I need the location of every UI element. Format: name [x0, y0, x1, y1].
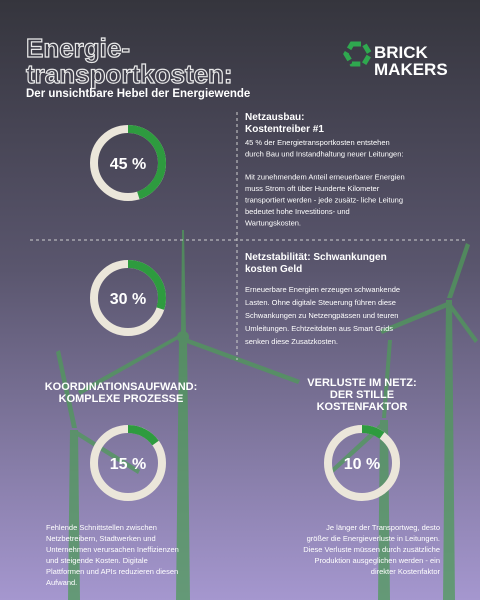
title: transportkosten: [26, 59, 233, 89]
body-text: Lasten. Ohne digitale Steuerung führen d… [245, 298, 396, 307]
body-text: muss Strom oft über Hunderte Kilometer [245, 184, 380, 193]
logo-icon [343, 41, 373, 67]
body-text: 45 % der Energietransportkosten entstehe… [245, 138, 390, 147]
body-text: Plattformen und APIs reduzieren diesen [46, 567, 178, 576]
body-text: Aufwand. [46, 578, 77, 587]
body-text: senken diese Zusatzkosten. [245, 337, 338, 346]
section-heading: DER STILLE [330, 389, 394, 401]
body-text: Diese Verluste müssen durch zusätzliche [303, 545, 440, 554]
body-text: Unternehmen verursachen Ineffizienzen [46, 545, 179, 554]
body-text: Erneuerbare Energien erzeugen schwankend… [245, 285, 400, 294]
donut-arc [324, 425, 400, 501]
donut-label: 10 % [344, 456, 380, 473]
logo-text: BRICK [374, 43, 429, 62]
body-text: und steigende Kosten. Digitale [46, 556, 148, 565]
subtitle: Der unsichtbare Hebel der Energiewende [26, 88, 250, 100]
section-heading: Netzstabilität: Schwankungen [245, 252, 387, 263]
body-text: größer die Energieverluste in Leitungen. [307, 534, 440, 543]
body-text: Mit zunehmendem Anteil erneuerbarer Ener… [245, 173, 405, 182]
body-text: Schwankungen zu Netzengpässen und teuren [245, 311, 398, 320]
section-heading: KOSTENFAKTOR [317, 401, 408, 413]
logo-text: MAKERS [374, 60, 448, 79]
body-text: transportiert werden - jede zusätz- lich… [245, 196, 403, 205]
donut-label: 15 % [110, 456, 146, 473]
section-heading: kosten Geld [245, 264, 302, 275]
wind-turbines [56, 230, 478, 600]
section-heading: Kostentreiber #1 [245, 124, 324, 135]
donut-label: 45 % [110, 156, 146, 173]
body-text: durch Bau und Instandhaltung neuer Leitu… [245, 150, 403, 159]
section-heading: KOORDINATIONSAUFWAND: [45, 381, 198, 393]
body-text: direkter Kostenfaktor [371, 567, 441, 576]
dividers [30, 112, 465, 360]
section-heading: Netzausbau: [245, 112, 304, 123]
body-text: Je länger der Transportweg, desto [326, 523, 440, 532]
title: Energie- [26, 33, 130, 63]
section-heading: KOMPLEXE PROZESSE [59, 393, 184, 405]
donut-label: 30 % [110, 291, 146, 308]
body-text: Netzbetreibern, Stadtwerken und [46, 534, 156, 543]
body-text: Produktion ausgeglichen werden - ein [315, 556, 441, 565]
body-text: Umleitungen. Echtzeitdaten aus Smart Gri… [245, 324, 393, 333]
body-text: Wartungskosten. [245, 219, 301, 228]
donut-arc [90, 425, 166, 501]
body-text: bedeutet hohe Investitions- und [245, 207, 350, 216]
donut-arc [90, 125, 166, 201]
donut-arc [90, 260, 166, 336]
body-text: Fehlende Schnittstellen zwischen [46, 523, 157, 532]
section-heading: VERLUSTE IM NETZ: [307, 377, 416, 389]
